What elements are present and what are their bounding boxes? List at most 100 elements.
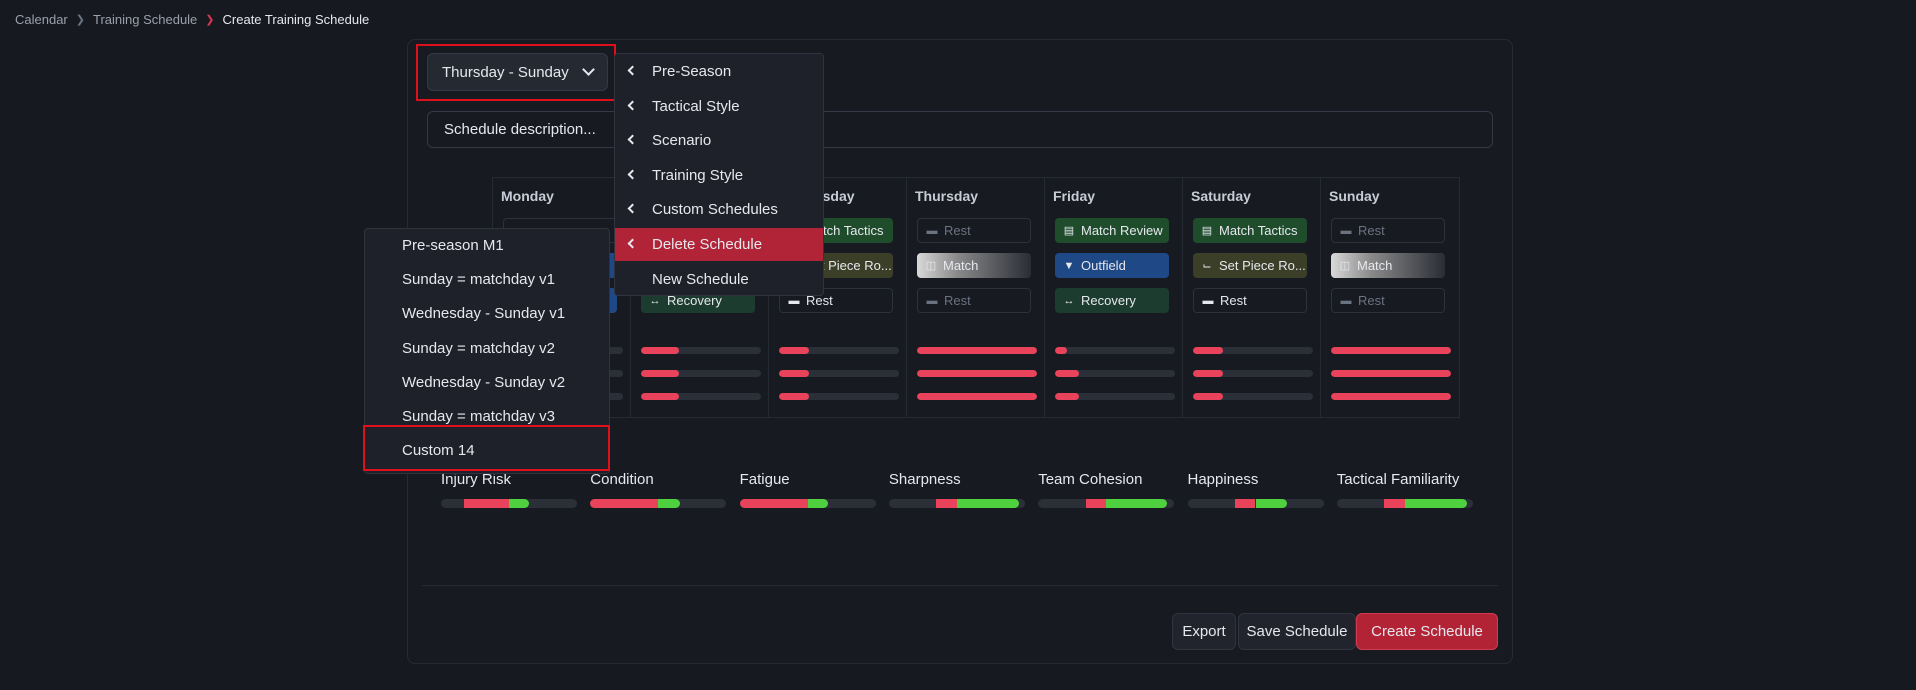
stat-negative-fill [1384, 499, 1405, 508]
session-slot[interactable]: ⌙ Set Piece Ro... [1193, 253, 1307, 278]
schedule-menu: Pre-Season Tactical Style Scenario Training… [614, 53, 824, 296]
new-schedule-item[interactable]: New Schedule [615, 263, 823, 296]
submenu-item[interactable]: Sunday = matchday v2 [402, 339, 556, 357]
stat-label: Team Cohesion [1038, 471, 1143, 488]
shoe-icon: ▼ [1063, 259, 1075, 272]
stat-label: Injury Risk [441, 471, 512, 488]
shield-icon: ◫ [925, 260, 937, 272]
bed-icon: ▬ [1340, 224, 1352, 237]
session-slot[interactable]: ▼ Outfield [1055, 253, 1169, 278]
menu-item-label: Delete Schedule [652, 235, 763, 253]
stat-track [590, 499, 727, 508]
session-slot[interactable]: ▬ Rest [917, 218, 1031, 243]
session-slot[interactable]: ▬ Rest [1331, 288, 1445, 313]
session-label: Match Tactics [805, 223, 884, 238]
session-slot[interactable]: ▬ Rest [1331, 218, 1445, 243]
boot-icon: ⌙ [1202, 260, 1212, 272]
stat-label: Condition [590, 471, 654, 488]
breadcrumb-calendar[interactable]: Calendar [15, 12, 68, 27]
menu-item[interactable]: Pre-Season [615, 55, 823, 88]
menu-item[interactable]: Custom Schedules [615, 193, 823, 226]
load-bar [1331, 347, 1451, 354]
stat-label: Sharpness [888, 471, 961, 488]
stat-track [739, 499, 876, 508]
load-bar [917, 370, 1037, 377]
custom-schedules-submenu: Pre-season M1 Sunday = matchday v1 Wednesd… [364, 228, 610, 474]
breadcrumb-training-schedule[interactable]: Training Schedule [92, 12, 198, 27]
menu-item-label: Custom Schedules [652, 201, 778, 218]
session-label: Match Review [1081, 223, 1163, 238]
menu-item[interactable]: Tactical Style [615, 90, 823, 123]
breadcrumb: Calendar ❯ Training Schedule ❯ Create Tr… [15, 12, 369, 27]
day-column: Sunday ▬ Rest ◫ Match ▬ Rest [1321, 178, 1459, 417]
load-bar-fill [641, 370, 680, 377]
session-label: Set Piece Ro... [805, 258, 892, 273]
day-header: Friday [1053, 188, 1096, 204]
session-label: Rest [1358, 223, 1385, 238]
load-bar [1331, 393, 1451, 400]
session-label: Rest [944, 223, 971, 238]
submenu-item[interactable]: Sunday = matchday v3 [402, 408, 556, 425]
session-slot[interactable]: ▤Match Tactics [779, 218, 893, 243]
day-column: Thursday ▬ Rest ◫ Match ▬ Rest [907, 178, 1045, 417]
session-slot[interactable]: ▤ Match Review [1055, 218, 1169, 243]
save-schedule-button[interactable]: Save Schedule [1238, 613, 1356, 650]
stat-negative-fill [936, 499, 957, 508]
menu-item[interactable]: Delete Schedule [615, 227, 823, 261]
load-bar-fill [917, 347, 1037, 354]
stat-item: Team Cohesion [1038, 471, 1175, 508]
stat-label: Fatigue [739, 471, 790, 488]
stat-positive-fill [1106, 499, 1168, 508]
submenu-item[interactable]: Wednesday - Sunday v2 [402, 373, 566, 391]
stat-item: Injury Risk [441, 471, 577, 508]
stat-item: Fatigue [739, 471, 876, 508]
menu-item-label: Pre-Season [652, 63, 732, 80]
stat-positive-fill [1404, 499, 1468, 508]
load-bar-fill [779, 347, 809, 354]
load-bar [779, 370, 899, 377]
day-column: Wednesday▤Match Tactics⌙Set Piece Ro...▬… [769, 178, 907, 417]
stat-negative-fill [1235, 499, 1256, 508]
session-slot[interactable]: ▤Match Tactics [1193, 218, 1307, 243]
menu-item[interactable]: Training Style [615, 159, 823, 192]
stat-negative-fill [1085, 499, 1107, 508]
stat-track [441, 499, 577, 508]
load-bar [779, 347, 899, 354]
bed-icon: ▬ [926, 294, 938, 307]
stat-item: Happiness [1187, 471, 1324, 508]
stat-item: Sharpness [888, 471, 1025, 508]
submenu-item[interactable]: Wednesday - Sunday v1 [402, 305, 566, 323]
session-label: Outfield [1081, 258, 1126, 273]
session-slot[interactable]: ▬ Rest [1193, 288, 1307, 313]
session-slot[interactable]: ◫ Match [917, 253, 1031, 278]
session-slot[interactable]: ◫ Match [1331, 253, 1445, 278]
schedule-select[interactable]: Thursday - Sunday [427, 53, 608, 91]
load-bar-fill [641, 347, 680, 354]
load-bar-fill [917, 370, 1037, 377]
session-slot[interactable]: ▬ Rest [917, 288, 1031, 313]
load-bar [641, 393, 761, 400]
menu-item-label: Training Style [652, 166, 744, 184]
bed-icon: ▬ [1340, 294, 1352, 307]
stat-positive-fill [509, 499, 530, 508]
menu-item[interactable]: Scenario [615, 124, 823, 157]
chevron-right-icon: ❯ [75, 14, 85, 26]
chevron-right-icon: ❯ [205, 14, 215, 26]
load-bar-fill [1331, 393, 1451, 400]
export-button[interactable]: Export [1172, 613, 1236, 650]
stat-track [888, 499, 1025, 508]
submenu-item[interactable]: Custom 14 [402, 442, 475, 460]
session-slot[interactable]: ↔ Recovery [1055, 288, 1169, 313]
submenu-item[interactable]: Pre-season M1 [402, 237, 504, 254]
day-header: Saturday [1191, 188, 1251, 204]
schedule-description-input[interactable]: Schedule description... [427, 111, 1493, 148]
bed-icon: ▬ [788, 294, 800, 307]
chevron-left-icon [627, 238, 638, 248]
day-header: Monday [501, 188, 554, 204]
book-icon: ▤ [1201, 225, 1213, 237]
submenu-item[interactable]: Sunday = matchday v1 [402, 271, 556, 289]
chevron-left-icon [627, 169, 638, 179]
stat-track [1336, 499, 1473, 508]
create-schedule-button[interactable]: Create Schedule [1356, 613, 1498, 650]
stat-track [1038, 499, 1175, 508]
